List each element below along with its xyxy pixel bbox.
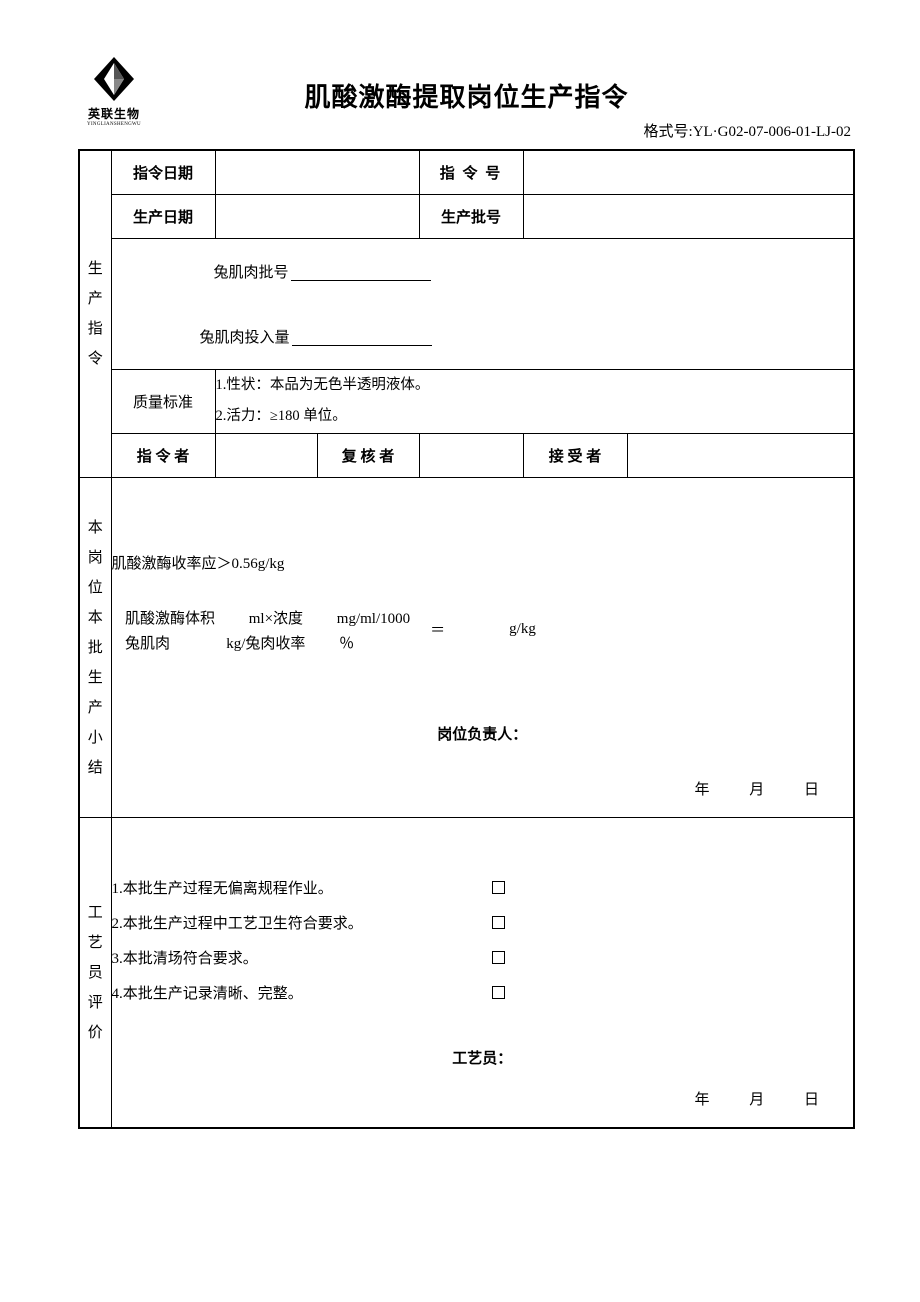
page-title: 肌酸激酶提取岗位生产指令 — [78, 55, 855, 114]
label-rabbit-amount: 兔肌肉投入量 — [200, 326, 290, 347]
label-receiver: 接 受 者 — [523, 434, 627, 478]
quality-line2: 2.活力：≥180 单位。 — [216, 401, 854, 433]
field-order-date[interactable] — [215, 150, 419, 194]
field-reviewer[interactable] — [419, 434, 523, 478]
eval-item-3: 3.本批清场符合要求。 — [112, 947, 854, 968]
equals-sign: ＝ — [430, 619, 445, 640]
eval-text-3: 3.本批清场符合要求。 — [112, 947, 492, 968]
checkbox-3[interactable] — [492, 951, 505, 964]
yield-formula: 肌酸激酶体积 ml×浓度 mg/ml/1000 兔肌肉 kg/兔肉收率 ％ ＝ … — [112, 605, 854, 655]
logo-icon — [90, 55, 138, 103]
label-reviewer: 复 核 者 — [317, 434, 419, 478]
date-day: 日 — [804, 782, 821, 798]
eval-block: 1.本批生产过程无偏离规程作业。 2.本批生产过程中工艺卫生符合要求。 3.本批… — [111, 818, 854, 1128]
post-person-label: 岗位负责人： — [112, 723, 854, 744]
eval-text-4: 4.本批生产记录清晰、完整。 — [112, 982, 492, 1003]
date-month: 月 — [749, 782, 766, 798]
summary-date[interactable]: 年 月 日 — [672, 778, 831, 799]
field-rabbit-batch[interactable] — [291, 263, 431, 281]
format-no-value: YL·G02-07-006-01-LJ-02 — [693, 124, 851, 140]
eval-date[interactable]: 年 月 日 — [672, 1088, 831, 1109]
eval-item-1: 1.本批生产过程无偏离规程作业。 — [112, 877, 854, 898]
section-label-order: 生产指令 — [79, 150, 111, 478]
field-batch-no[interactable] — [523, 194, 854, 238]
label-rabbit-batch: 兔肌肉批号 — [214, 261, 289, 282]
fraction-denominator: 兔肌肉 kg/兔肉收率 ％ — [112, 630, 417, 655]
checkbox-2[interactable] — [492, 916, 505, 929]
label-batch-no: 生产批号 — [419, 194, 523, 238]
main-form-table: 生产指令 指令日期 指 令 号 生产日期 生产批号 兔肌肉批号 兔肌肉投入量 质… — [78, 149, 855, 1129]
summary-block: 肌酸激酶收率应＞0.56g/kg 肌酸激酶体积 ml×浓度 mg/ml/1000… — [111, 478, 854, 818]
section-label-summary: 本岗位本批生产小结 — [79, 478, 111, 818]
eval-item-2: 2.本批生产过程中工艺卫生符合要求。 — [112, 912, 854, 933]
label-order-no: 指 令 号 — [419, 150, 523, 194]
rabbit-input-block: 兔肌肉批号 兔肌肉投入量 — [111, 238, 854, 369]
format-number: 格式号:YL·G02-07-006-01-LJ-02 — [78, 120, 851, 141]
eval-text-1: 1.本批生产过程无偏离规程作业。 — [112, 877, 492, 898]
eval-item-4: 4.本批生产记录清晰、完整。 — [112, 982, 854, 1003]
date-year: 年 — [694, 782, 711, 798]
field-issuer[interactable] — [215, 434, 317, 478]
field-receiver[interactable] — [627, 434, 854, 478]
label-prod-date: 生产日期 — [111, 194, 215, 238]
field-order-no[interactable] — [523, 150, 854, 194]
eval-date-month: 月 — [749, 1092, 766, 1108]
yield-requirement: 肌酸激酶收率应＞0.56g/kg — [112, 552, 854, 573]
format-no-label: 格式号: — [644, 124, 693, 140]
craft-person-label: 工艺员： — [112, 1047, 854, 1068]
section-label-eval: 工艺员评价 — [79, 818, 111, 1128]
label-quality: 质量标准 — [111, 369, 215, 434]
logo-text-py: YINGLIANSHENGWU — [78, 122, 150, 127]
label-issuer: 指 令 者 — [111, 434, 215, 478]
field-prod-date[interactable] — [215, 194, 419, 238]
checkbox-4[interactable] — [492, 986, 505, 999]
quality-line1: 1.性状：本品为无色半透明液体。 — [216, 370, 854, 402]
eval-date-year: 年 — [694, 1092, 711, 1108]
result-unit: g/kg — [509, 621, 536, 638]
field-rabbit-amount[interactable] — [292, 328, 432, 346]
logo-text-zh: 英联生物 — [78, 105, 150, 122]
eval-text-2: 2.本批生产过程中工艺卫生符合要求。 — [112, 912, 492, 933]
quality-content: 1.性状：本品为无色半透明液体。 2.活力：≥180 单位。 — [215, 369, 854, 434]
fraction-numerator: 肌酸激酶体积 ml×浓度 mg/ml/1000 — [112, 605, 417, 630]
company-logo: 英联生物 YINGLIANSHENGWU — [78, 55, 150, 127]
eval-date-day: 日 — [804, 1092, 821, 1108]
header-area: 英联生物 YINGLIANSHENGWU 肌酸激酶提取岗位生产指令 格式号:YL… — [78, 55, 855, 141]
checkbox-1[interactable] — [492, 881, 505, 894]
label-order-date: 指令日期 — [111, 150, 215, 194]
